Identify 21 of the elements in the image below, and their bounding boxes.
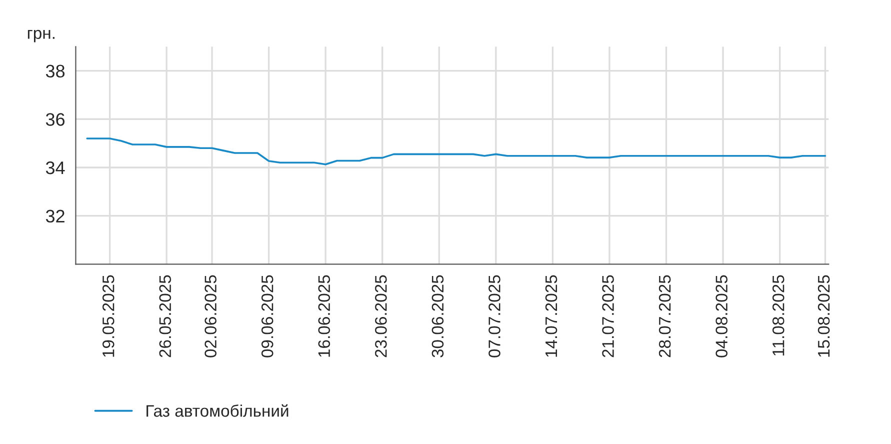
- x-tick-label: 26.05.2025: [159, 275, 172, 358]
- x-tick-label: 23.06.2025: [375, 275, 387, 358]
- x-tick-label: 07.07.2025: [488, 275, 500, 358]
- y-tick-label: 32: [46, 210, 64, 223]
- x-tick-label: 19.05.2025: [102, 275, 114, 357]
- y-tick-label: 38: [46, 64, 65, 78]
- line-series: [86, 138, 826, 166]
- y-axis-title: грн.: [28, 30, 54, 42]
- y-tick-label: 34: [46, 161, 65, 174]
- x-tick-label: 11.08.2025: [772, 275, 784, 356]
- x-tick-label: 16.06.2025: [318, 275, 330, 357]
- y-tick-label: 36: [46, 113, 65, 126]
- x-tick-label: 14.07.2025: [545, 275, 558, 357]
- x-tick-label: 09.06.2025: [261, 275, 274, 358]
- x-tick-label: 21.07.2025: [602, 275, 614, 358]
- x-tick-label: 15.08.2025: [818, 275, 830, 357]
- legend-label: Газ автомобільний: [146, 404, 288, 417]
- x-tick-label: 02.06.2025: [204, 275, 216, 358]
- x-tick-label: 28.07.2025: [658, 275, 671, 358]
- x-tick-label: 30.06.2025: [432, 275, 444, 358]
- x-tick-label: 04.08.2025: [716, 275, 728, 358]
